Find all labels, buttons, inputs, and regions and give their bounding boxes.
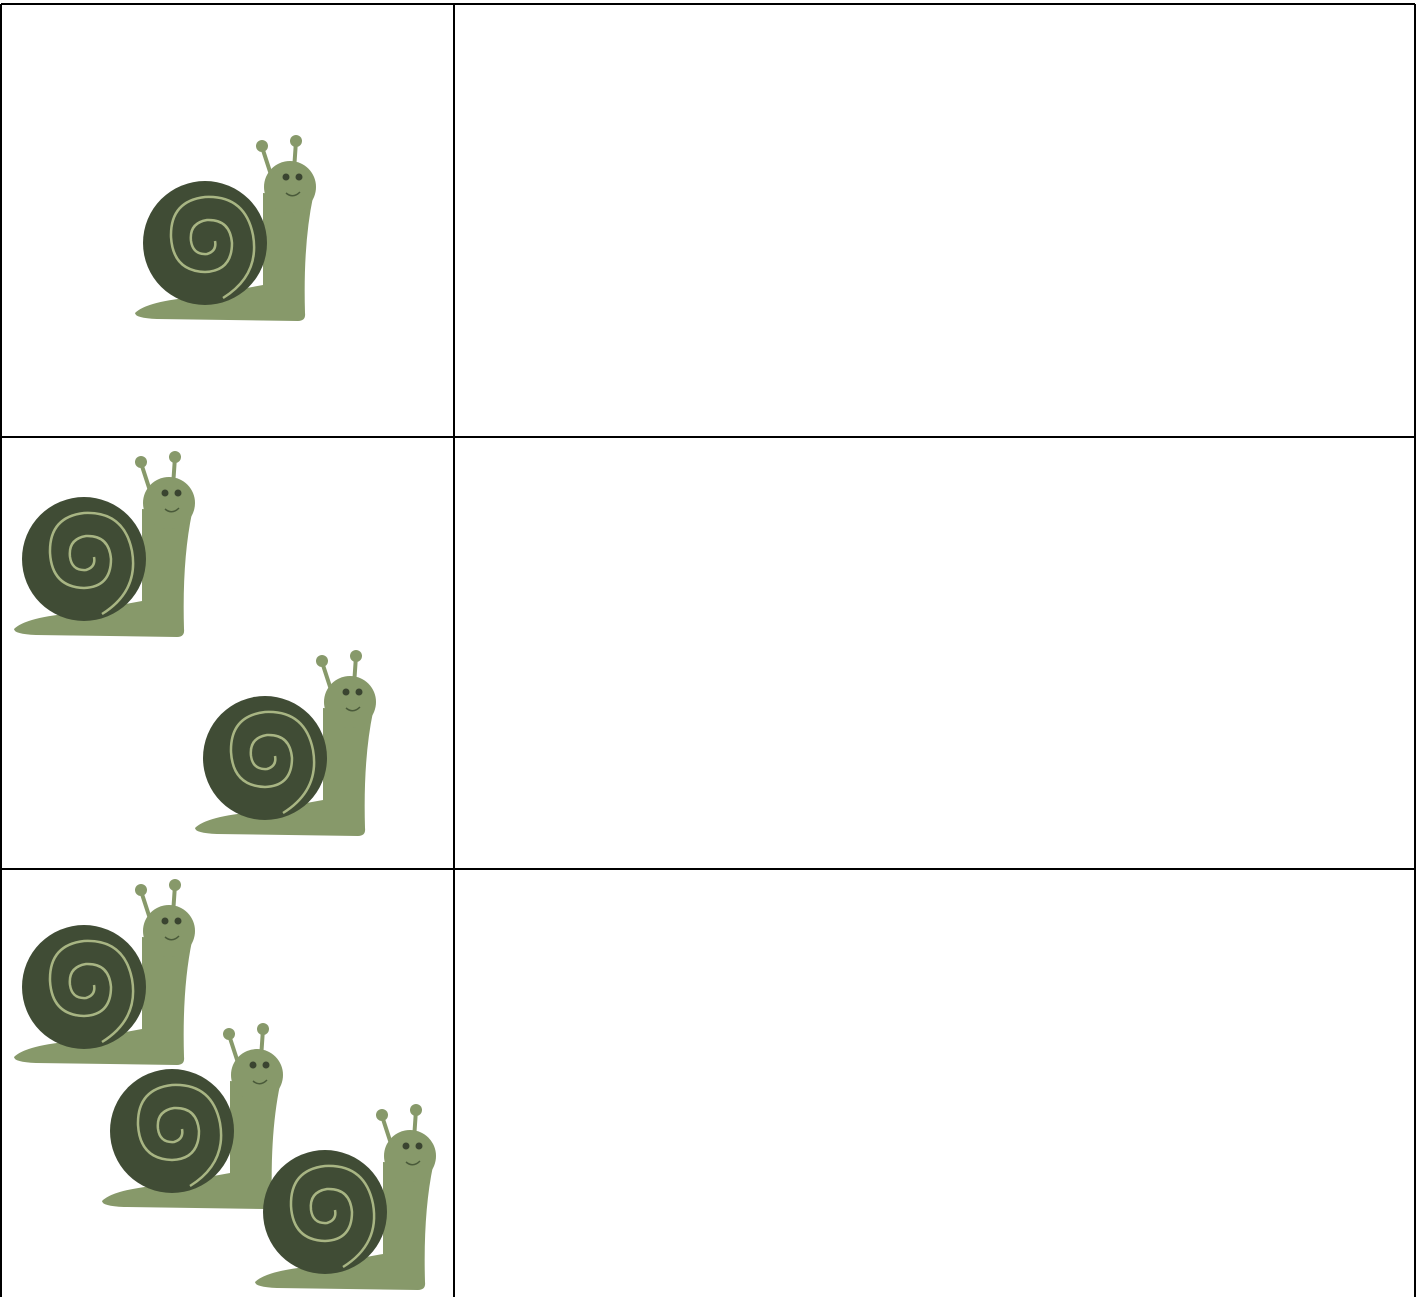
snail <box>14 879 195 1065</box>
snail <box>14 451 195 637</box>
page: {} html, body { margin: 0; padding: 0; b… <box>0 0 1421 1297</box>
snail <box>195 650 376 836</box>
snail <box>135 135 316 321</box>
page-body <box>0 0 1421 1297</box>
worksheet <box>0 0 1421 1297</box>
snail <box>255 1104 436 1290</box>
